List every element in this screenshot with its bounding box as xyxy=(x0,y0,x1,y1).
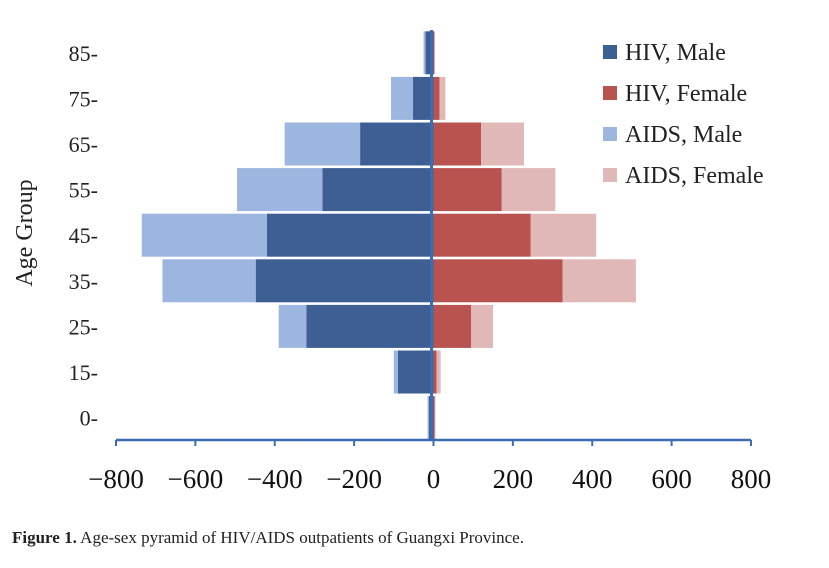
bar-hiv-female-85 xyxy=(433,31,435,75)
bar-aids-male-75 xyxy=(391,76,413,120)
bar-aids-male-45 xyxy=(141,213,267,257)
x-tick-label: 400 xyxy=(572,464,613,494)
legend-label: HIV, Male xyxy=(625,40,726,66)
y-tick-label: 65- xyxy=(69,132,98,157)
bar-aids-male-65 xyxy=(284,122,361,166)
legend-label: AIDS, Female xyxy=(625,163,764,189)
bar-aids-male-15 xyxy=(393,350,398,394)
bar-aids-male-25 xyxy=(278,304,307,348)
legend-swatch xyxy=(603,127,617,141)
bar-hiv-male-65 xyxy=(360,122,434,166)
x-tick-label: −800 xyxy=(88,464,144,494)
bar-hiv-male-85 xyxy=(425,31,434,75)
y-tick-label: 75- xyxy=(69,86,98,111)
bar-hiv-female-65 xyxy=(433,122,482,166)
bar-aids-male-55 xyxy=(237,168,323,212)
bar-aids-male-35 xyxy=(162,259,256,303)
figure-caption: Figure 1. Age-sex pyramid of HIV/AIDS ou… xyxy=(12,528,524,548)
bar-hiv-male-25 xyxy=(306,304,434,348)
bar-aids-female-0 xyxy=(434,396,436,440)
axis-layer: 0- 15- 25- 35- 45- 55- 65- 75- 85- −800 −600 −400 −2… xyxy=(69,30,772,494)
y-tick-label: 25- xyxy=(69,314,98,339)
bar-aids-male-0 xyxy=(427,396,429,440)
caption-label: Figure 1. xyxy=(12,528,77,547)
y-tick-label: 45- xyxy=(69,223,98,248)
bar-aids-female-15 xyxy=(436,350,441,394)
legend-swatch xyxy=(603,86,617,100)
bar-hiv-female-0 xyxy=(433,396,435,440)
y-axis-label: Age Group xyxy=(12,179,38,286)
bar-aids-female-75 xyxy=(439,76,446,120)
bar-hiv-male-15 xyxy=(397,350,434,394)
legend: HIV, Male HIV, Female AIDS, Male AIDS, Fema… xyxy=(603,40,764,189)
x-tick-label: 0 xyxy=(427,464,441,494)
legend-swatch xyxy=(603,168,617,182)
bar-hiv-male-45 xyxy=(266,213,434,257)
legend-swatch xyxy=(603,45,617,59)
y-tick-label: 0- xyxy=(80,406,98,431)
bar-hiv-male-55 xyxy=(322,168,434,212)
bar-hiv-female-15 xyxy=(433,350,437,394)
bar-aids-female-85 xyxy=(434,31,436,75)
legend-label: HIV, Female xyxy=(625,81,747,107)
bar-aids-female-35 xyxy=(562,259,636,303)
x-tick-label: −400 xyxy=(247,464,303,494)
bar-hiv-male-35 xyxy=(255,259,434,303)
x-tick-label: 600 xyxy=(651,464,692,494)
legend-label: AIDS, Male xyxy=(625,122,742,148)
y-tick-label: 15- xyxy=(69,360,98,385)
y-tick-label: 85- xyxy=(69,41,98,66)
bar-aids-female-55 xyxy=(501,168,556,212)
x-tick-label: −600 xyxy=(168,464,224,494)
bars-layer xyxy=(141,31,636,440)
y-tick-label: 35- xyxy=(69,269,98,294)
bar-aids-female-65 xyxy=(481,122,524,166)
bar-aids-female-25 xyxy=(471,304,494,348)
x-tick-label: 800 xyxy=(731,464,772,494)
x-tick-label: 200 xyxy=(493,464,534,494)
bar-aids-female-45 xyxy=(530,213,597,257)
y-tick-label: 55- xyxy=(69,178,98,203)
bar-hiv-female-35 xyxy=(433,259,563,303)
bar-hiv-female-45 xyxy=(433,213,531,257)
x-tick-label: −200 xyxy=(326,464,382,494)
bar-hiv-female-55 xyxy=(433,168,502,212)
bar-aids-male-85 xyxy=(423,31,426,75)
bar-hiv-female-75 xyxy=(433,76,440,120)
caption-text: Age-sex pyramid of HIV/AIDS outpatients … xyxy=(76,528,524,547)
bar-hiv-female-25 xyxy=(433,304,472,348)
bar-hiv-male-75 xyxy=(412,76,434,120)
